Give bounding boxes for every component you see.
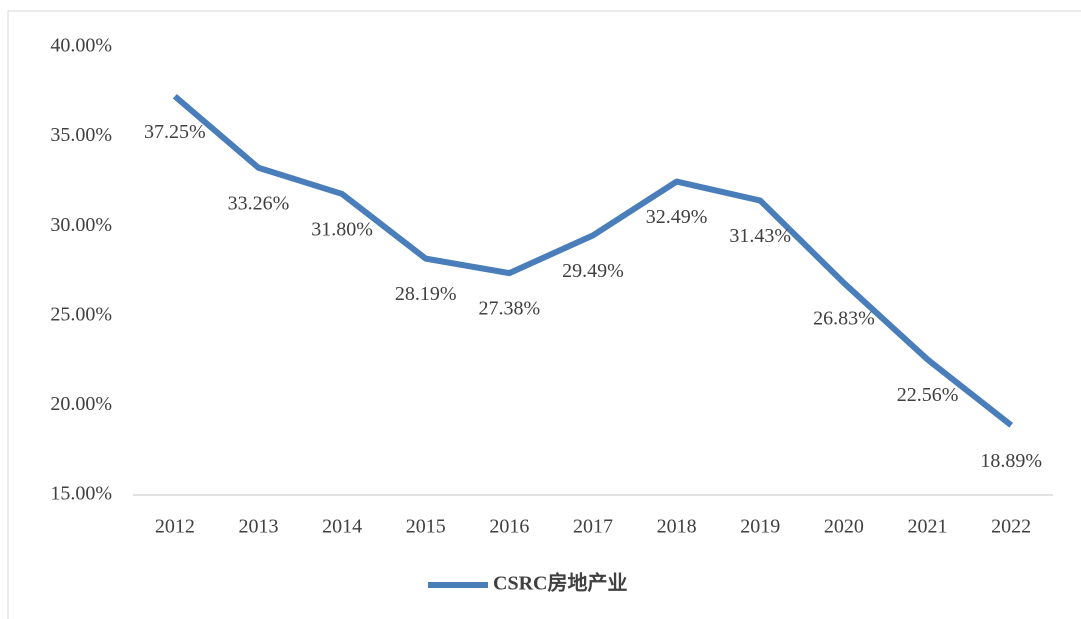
- data-label: 31.43%: [729, 225, 791, 247]
- y-tick-label: 35.00%: [50, 124, 112, 146]
- data-label: 22.56%: [897, 384, 959, 406]
- x-tick-label: 2016: [489, 516, 529, 538]
- y-tick-label: 40.00%: [50, 35, 112, 57]
- data-label: 33.26%: [228, 192, 290, 214]
- legend-label: CSRC房地产业: [493, 571, 627, 595]
- data-label: 37.25%: [144, 121, 206, 143]
- x-tick-label: 2018: [657, 516, 697, 538]
- y-tick-label: 30.00%: [50, 214, 112, 236]
- data-label: 18.89%: [980, 450, 1042, 472]
- x-tick-label: 2012: [155, 516, 195, 538]
- data-label: 32.49%: [646, 206, 708, 228]
- series-line: [172, 93, 1014, 428]
- x-tick-label: 2019: [740, 516, 780, 538]
- x-tick-label: 2014: [322, 516, 362, 538]
- x-tick-label: 2020: [824, 516, 864, 538]
- data-label: 27.38%: [479, 298, 541, 320]
- data-label: 31.80%: [311, 219, 373, 241]
- y-tick-label: 20.00%: [50, 393, 112, 415]
- data-label: 28.19%: [395, 283, 457, 305]
- x-tick-label: 2022: [991, 516, 1031, 538]
- x-tick-label: 2015: [406, 516, 446, 538]
- data-label: 26.83%: [813, 308, 875, 330]
- y-tick-label: 15.00%: [50, 483, 112, 505]
- data-label: 29.49%: [562, 260, 624, 282]
- x-tick-label: 2021: [908, 516, 948, 538]
- x-tick-label: 2017: [573, 516, 613, 538]
- y-tick-label: 25.00%: [50, 303, 112, 325]
- x-tick-label: 2013: [238, 516, 278, 538]
